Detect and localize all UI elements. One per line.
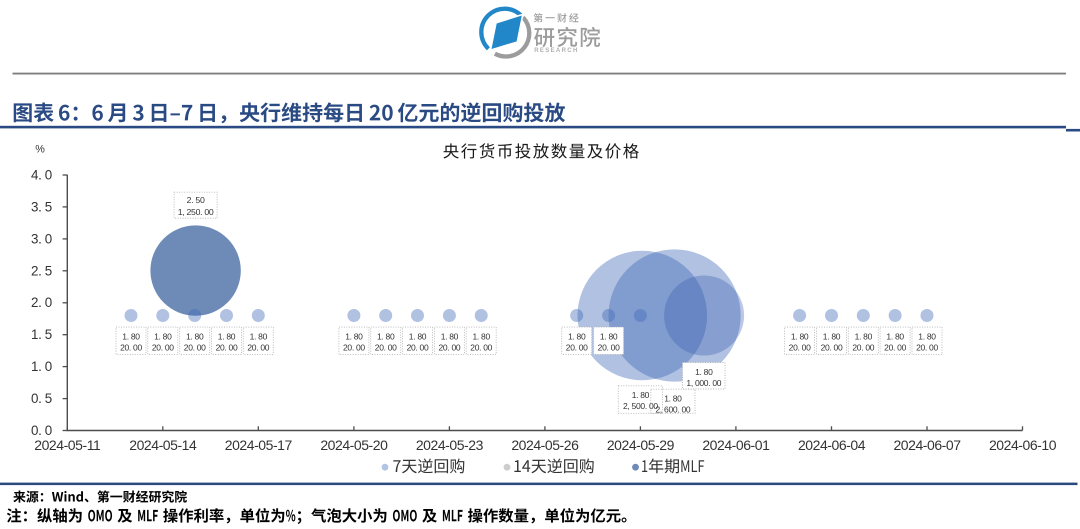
svg-text:20. 00: 20. 00 bbox=[884, 343, 906, 353]
svg-text:2024-05-29: 2024-05-29 bbox=[607, 437, 675, 453]
svg-text:4. 0: 4. 0 bbox=[31, 168, 52, 183]
svg-text:0. 0: 0. 0 bbox=[31, 423, 52, 438]
svg-text:2024-06-07: 2024-06-07 bbox=[893, 437, 961, 453]
svg-text:20. 00: 20. 00 bbox=[216, 343, 238, 353]
svg-text:1. 80: 1. 80 bbox=[918, 332, 936, 342]
svg-text:1. 80: 1. 80 bbox=[218, 332, 236, 342]
svg-text:20. 00: 20. 00 bbox=[407, 343, 429, 353]
svg-text:20. 00: 20. 00 bbox=[470, 343, 492, 353]
svg-text:2024-05-17: 2024-05-17 bbox=[225, 437, 293, 453]
svg-text:20. 00: 20. 00 bbox=[852, 343, 874, 353]
svg-text:1. 80: 1. 80 bbox=[664, 394, 682, 404]
svg-text:1. 80: 1. 80 bbox=[568, 332, 586, 342]
svg-text:1. 80: 1. 80 bbox=[250, 332, 268, 342]
svg-text:20. 00: 20. 00 bbox=[566, 343, 588, 353]
svg-text:20. 00: 20. 00 bbox=[375, 343, 397, 353]
svg-text:1. 80: 1. 80 bbox=[441, 332, 459, 342]
svg-text:1. 80: 1. 80 bbox=[122, 332, 140, 342]
svg-text:20. 00: 20. 00 bbox=[789, 343, 811, 353]
svg-text:3. 0: 3. 0 bbox=[31, 231, 52, 246]
svg-text:1. 80: 1. 80 bbox=[791, 332, 809, 342]
svg-text:2024-06-10: 2024-06-10 bbox=[989, 437, 1057, 453]
svg-text:20. 00: 20. 00 bbox=[438, 343, 460, 353]
svg-text:1. 80: 1. 80 bbox=[345, 332, 363, 342]
svg-text:2024-05-26: 2024-05-26 bbox=[511, 437, 579, 453]
svg-text:1, 000. 00: 1, 000. 00 bbox=[686, 378, 721, 388]
svg-text:1. 80: 1. 80 bbox=[823, 332, 841, 342]
svg-text:1. 80: 1. 80 bbox=[154, 332, 172, 342]
svg-text:1. 80: 1. 80 bbox=[600, 332, 618, 342]
svg-text:3. 5: 3. 5 bbox=[31, 199, 52, 214]
svg-text:2024-05-23: 2024-05-23 bbox=[416, 437, 484, 453]
svg-text:20. 00: 20. 00 bbox=[343, 343, 365, 353]
svg-text:RESEARCH: RESEARCH bbox=[534, 48, 578, 54]
svg-text:20. 00: 20. 00 bbox=[247, 343, 269, 353]
svg-text:2, 600. 00: 2, 600. 00 bbox=[655, 405, 690, 415]
svg-text:2024-05-14: 2024-05-14 bbox=[129, 437, 197, 453]
svg-text:2024-06-04: 2024-06-04 bbox=[798, 437, 866, 453]
svg-text:1. 0: 1. 0 bbox=[31, 359, 52, 374]
svg-text:20. 00: 20. 00 bbox=[152, 343, 174, 353]
svg-text:2. 50: 2. 50 bbox=[187, 195, 205, 205]
svg-text:20. 00: 20. 00 bbox=[184, 343, 206, 353]
svg-text:20. 00: 20. 00 bbox=[598, 343, 620, 353]
svg-text:1. 5: 1. 5 bbox=[31, 327, 52, 342]
svg-text:%: % bbox=[35, 144, 45, 156]
svg-text:2024-06-01: 2024-06-01 bbox=[702, 437, 770, 453]
svg-text:2. 0: 2. 0 bbox=[31, 295, 52, 310]
svg-text:1. 80: 1. 80 bbox=[186, 332, 204, 342]
svg-text:2. 5: 2. 5 bbox=[31, 263, 52, 278]
svg-text:20. 00: 20. 00 bbox=[821, 343, 843, 353]
svg-text:20. 00: 20. 00 bbox=[916, 343, 938, 353]
svg-text:1. 80: 1. 80 bbox=[632, 390, 650, 400]
svg-text:1. 80: 1. 80 bbox=[855, 332, 873, 342]
svg-text:2024-05-11: 2024-05-11 bbox=[34, 437, 101, 453]
svg-text:20. 00: 20. 00 bbox=[120, 343, 142, 353]
svg-text:1. 80: 1. 80 bbox=[886, 332, 904, 342]
svg-text:1. 80: 1. 80 bbox=[409, 332, 427, 342]
svg-text:1. 80: 1. 80 bbox=[472, 332, 490, 342]
svg-text:1. 80: 1. 80 bbox=[695, 367, 713, 377]
svg-text:1, 250. 00: 1, 250. 00 bbox=[178, 207, 214, 217]
svg-text:2, 500. 00: 2, 500. 00 bbox=[623, 401, 658, 411]
svg-text:1. 80: 1. 80 bbox=[377, 332, 395, 342]
svg-text:0. 5: 0. 5 bbox=[31, 391, 52, 406]
svg-text:2024-05-20: 2024-05-20 bbox=[320, 437, 388, 453]
